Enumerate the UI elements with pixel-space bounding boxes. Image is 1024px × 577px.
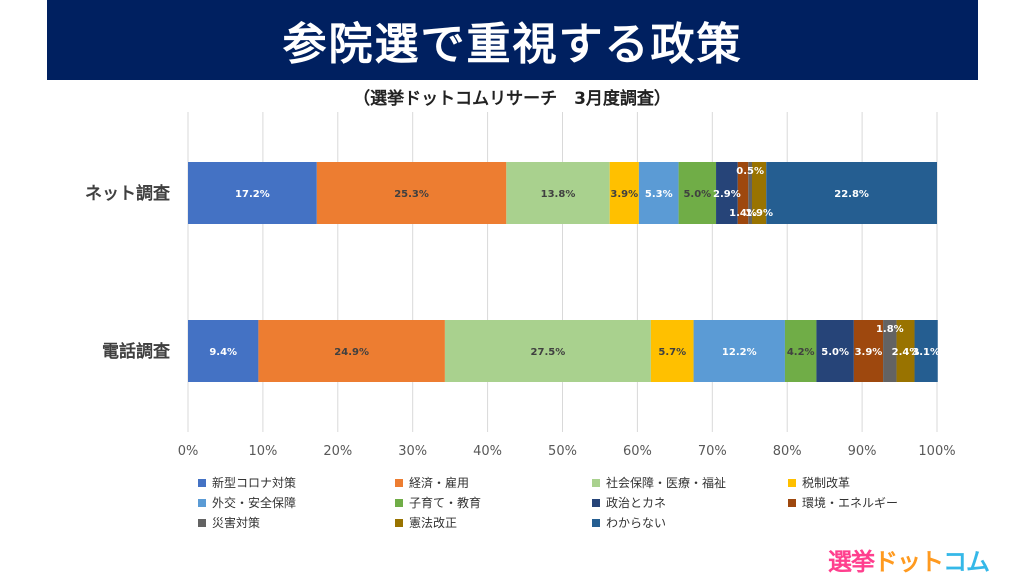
bar-segment [678,162,717,224]
legend-swatch [592,498,600,507]
data-label: 12.2% [722,347,757,358]
data-label: 17.2% [235,189,270,200]
bar-segment [751,162,767,224]
legend-item: 新型コロナ対策 [198,474,296,491]
bar-segment [853,320,884,382]
x-tick-label: 70% [698,444,727,459]
legend-swatch [788,478,796,487]
legend-item: 外交・安全保障 [198,494,296,511]
data-label: 25.3% [394,189,429,200]
legend-swatch [395,478,403,487]
data-label: 2.9% [713,189,741,200]
legend-label: 憲法改正 [409,516,458,530]
legend-label: 政治とカネ [606,496,667,510]
data-label: 2.4% [892,347,920,358]
x-tick-label: 30% [398,444,427,459]
x-tick-label: 60% [623,444,652,459]
legend-swatch [788,498,796,507]
bar-segment [914,320,938,382]
legend-item: 社会保障・医療・福祉 [592,474,726,491]
legend-swatch [198,518,206,527]
x-tick-label: 0% [178,444,199,459]
legend-label: 社会保障・医療・福祉 [606,476,727,490]
data-label: 3.9% [610,189,638,200]
data-label: 0.5% [736,166,764,177]
legend-swatch [592,518,600,527]
data-label: 22.8% [834,189,869,200]
title-banner: 参院選で重視する政策 [47,0,978,80]
logo-part-2: ドット [874,548,944,576]
data-label: 5.0% [821,347,849,358]
legend-item: 子育て・教育 [395,494,481,511]
bar-segment [816,320,854,382]
bar-segment [737,162,749,224]
x-tick-label: 80% [773,444,802,459]
bar-segment [188,162,317,224]
legend-label: 災害対策 [212,516,261,530]
bar-segment [316,162,507,224]
data-label: 5.3% [645,189,673,200]
data-label: 3.1% [912,347,940,358]
category-label: ネット調査 [85,183,171,204]
bar-segment [650,320,694,382]
category-label: 電話調査 [102,341,171,362]
x-tick-label: 40% [473,444,502,459]
x-tick-label: 90% [848,444,877,459]
legend-item: 経済・雇用 [395,474,469,491]
stacked-bar-chart: 0% 10% 20% 30% 40% 50% 60% 70% 80% 90% 100% ネット調査電話… [85,112,956,459]
data-label: 9.4% [209,347,237,358]
legend-label: 子育て・教育 [409,496,482,510]
legend-label: 経済・雇用 [409,476,470,490]
data-label: 3.9% [855,347,883,358]
bar-segment [609,162,639,224]
data-label: 27.5% [531,347,566,358]
legend-label: 外交・安全保障 [212,496,297,510]
bar-segment [883,320,897,382]
data-label: 5.0% [683,189,711,200]
legend-label: 税制改革 [802,476,851,490]
legend-item: わからない [592,514,666,531]
data-label: 13.8% [541,189,576,200]
bar-segment [716,162,738,224]
x-tick-label: 50% [548,444,577,459]
senkyo-dotcom-logo: 選挙ドットコム [828,542,990,577]
bar-segment [748,162,752,224]
bar-segment [506,162,610,224]
legend-item: 政治とカネ [592,494,666,511]
legend-swatch [592,478,600,487]
bar-segment [444,320,651,382]
data-label: 1.4% [729,208,757,219]
bar-segment [766,162,937,224]
page-title: 参院選で重視する政策 [282,19,743,70]
legend-swatch [395,498,403,507]
data-label: 1.8% [876,324,904,335]
bar-segment [693,320,785,382]
x-tick-label: 100% [918,444,955,459]
legend-item: 環境・エネルギー [788,494,898,511]
data-label: 24.9% [334,347,369,358]
legend-label: わからない [606,516,667,530]
logo-part-3: コム [943,548,990,576]
bar-segment [784,320,817,382]
bar-segment [638,162,679,224]
bar-segment [896,320,915,382]
legend-swatch [198,498,206,507]
legend-swatch [198,478,206,487]
page-subtitle: （選挙ドットコムリサーチ 3月度調査） [353,89,671,109]
bar-segment [188,320,259,382]
legend-label: 新型コロナ対策 [212,476,297,490]
legend-swatch [395,518,403,527]
x-tick-label: 20% [323,444,352,459]
legend-label: 環境・エネルギー [802,496,899,510]
data-label: 1.9% [745,208,773,219]
legend-item: 税制改革 [788,474,850,491]
data-label: 5.7% [658,347,686,358]
logo-part-1: 選挙 [828,548,875,576]
bar-segment [258,320,445,382]
legend-item: 災害対策 [198,514,260,531]
legend-item: 憲法改正 [395,514,457,531]
data-label: 4.2% [787,347,815,358]
x-tick-label: 10% [248,444,277,459]
